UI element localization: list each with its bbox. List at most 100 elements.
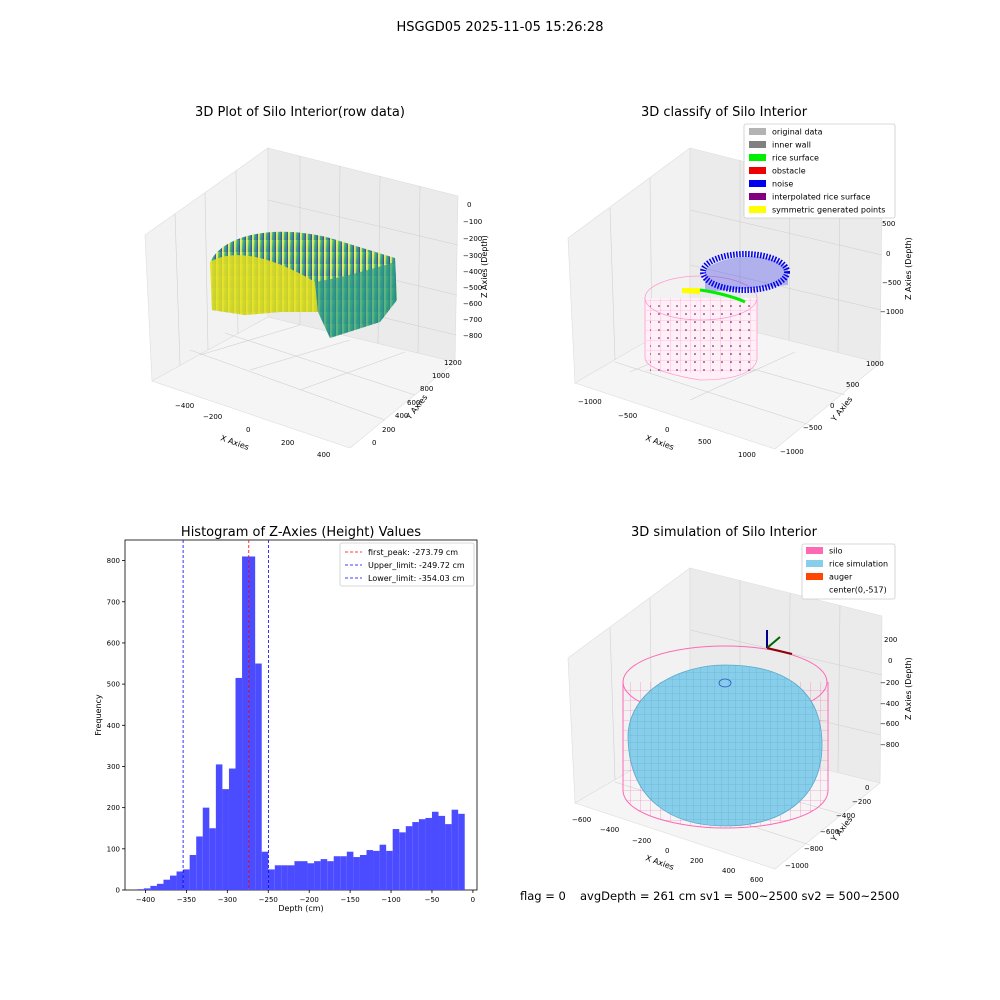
histogram-bar-7 — [183, 869, 190, 890]
histogram-bar-6 — [176, 871, 184, 890]
raw-ytick-1: 200 — [382, 426, 395, 434]
raw-ytick-2: 400 — [395, 412, 408, 420]
raw-ztick-7: −700 — [463, 316, 482, 324]
classify-legend: original data inner wall rice surface obsta… — [743, 123, 896, 219]
classify-legend-swatch-6 — [749, 206, 766, 213]
histogram-bar-28 — [320, 859, 328, 890]
classify-ytick-2: 0 — [830, 402, 834, 410]
simulation-legend-swatch-2 — [806, 573, 823, 580]
raw-xtick-2: 0 — [246, 426, 250, 434]
histogram-ytick-label-0: 0 — [116, 887, 120, 895]
histogram-ytick-label-4: 400 — [107, 722, 120, 730]
histogram-xtick-label-8: 0 — [471, 896, 475, 904]
histogram-bar-31 — [340, 856, 347, 890]
histogram-legend-label-upper_limit: Upper_limit: -249.72 cm — [368, 561, 465, 570]
classify-legend-label-5: interpolated rice surface — [772, 193, 870, 202]
histogram-bar-47 — [445, 824, 452, 890]
histogram-bar-18 — [255, 663, 262, 890]
histogram-yticks: 0 100 200 300 400 500 600 700 800 — [107, 557, 125, 895]
flag-text: flag = 0 — [520, 889, 566, 903]
simulation-legend-swatch-1 — [806, 560, 823, 567]
histogram-title: Histogram of Z-Axies (Height) Values — [181, 525, 421, 540]
simulation-xtick-5: 400 — [722, 867, 735, 875]
histogram-bar-9 — [196, 836, 203, 890]
histogram-legend-label-first_peak: first_peak: -273.79 cm — [368, 548, 458, 557]
raw-ztick-0: 0 — [467, 201, 471, 209]
histogram-bar-19 — [261, 851, 269, 890]
simulation-ztick-0: 200 — [884, 636, 897, 644]
classify-3d-panel: 3D classify of Silo Interior original da… — [567, 105, 913, 459]
raw-ztick-8: −800 — [463, 332, 482, 340]
histogram-ytick-label-3: 300 — [107, 763, 120, 771]
figure-title: HSGGD05 2025-11-05 15:26:28 — [397, 20, 604, 35]
classify-ytick-1: −500 — [803, 424, 822, 432]
raw-3d-panel: 3D Plot of Silo Interior(row data) −400 … — [144, 105, 489, 459]
histogram-ytick-label-5: 500 — [107, 681, 120, 689]
raw-xtick-1: −200 — [203, 413, 222, 421]
histogram-bar-0 — [137, 889, 144, 890]
simulation-xlabel: X Axies — [644, 853, 675, 872]
raw-xtick-4: 400 — [317, 451, 330, 459]
histogram-xtick-label-0: −400 — [136, 896, 155, 904]
histogram-bar-44 — [425, 817, 432, 890]
histogram-bar-3 — [156, 883, 164, 890]
simulation-xtick-3: 0 — [665, 847, 669, 855]
simulation-ztick-3: −400 — [880, 700, 899, 708]
histogram-legend: first_peak: -273.79 cm Upper_limit: -249.… — [339, 542, 475, 587]
simulation-xtick-0: −600 — [572, 816, 591, 824]
histogram-bar-39 — [392, 829, 400, 890]
classify-ytick-3: 500 — [846, 381, 859, 389]
histogram-bar-36 — [373, 850, 380, 890]
classify-panel-title: 3D classify of Silo Interior — [641, 105, 808, 120]
classify-xtick-2: 0 — [665, 426, 669, 434]
classify-xtick-4: 1000 — [738, 451, 756, 459]
histogram-bar-21 — [274, 865, 282, 890]
histogram-xtick-label-6: −100 — [381, 896, 400, 904]
simulation-ytick-4: −800 — [804, 845, 823, 853]
histogram-xtick-label-7: −50 — [425, 896, 440, 904]
simulation-xtick-2: −200 — [632, 837, 651, 845]
histogram-bar-2 — [150, 885, 157, 890]
histogram-ytick-label-6: 600 — [107, 639, 120, 647]
raw-ytick-6: 1200 — [444, 359, 462, 367]
histogram-bar-43 — [418, 819, 426, 890]
avg-depth-text: avgDepth = 261 cm sv1 = 500~2500 sv2 = 5… — [580, 889, 899, 903]
histogram-xtick-label-4: −200 — [300, 896, 319, 904]
histogram-bar-14 — [228, 768, 236, 890]
histogram-bar-32 — [346, 851, 354, 890]
histogram-bar-13 — [222, 789, 229, 890]
histogram-bar-25 — [301, 861, 308, 890]
histogram-bar-20 — [268, 869, 275, 890]
histogram-bar-17 — [248, 556, 256, 890]
histogram-xticks: −400 −350 −300 −250 −200 −150 −100 −50 0 — [136, 890, 475, 904]
classify-ztick-1: 0 — [886, 250, 890, 258]
raw-ztick-2: −200 — [463, 235, 482, 243]
classify-point-cloud — [644, 251, 790, 381]
simulation-3d-panel: 3D simulation of Silo Interior silo rice … — [567, 525, 913, 884]
classify-legend-label-1: inner wall — [772, 141, 811, 150]
classify-ytick-0: −1000 — [780, 448, 804, 456]
histogram-bar-1 — [143, 888, 151, 890]
classify-xtick-0: −1000 — [578, 398, 602, 406]
histogram-ytick-label-7: 700 — [107, 598, 120, 606]
simulation-xtick-6: 600 — [750, 876, 763, 884]
simulation-silo-and-rice — [622, 630, 829, 829]
classify-xtick-1: −500 — [618, 412, 637, 420]
histogram-bar-23 — [287, 865, 295, 890]
classify-ztick-3: −1000 — [880, 308, 904, 316]
histogram-bar-16 — [242, 556, 249, 890]
histogram-xtick-label-5: −150 — [340, 896, 359, 904]
raw-ztick-3: −300 — [463, 252, 482, 260]
classify-ztick-0: 500 — [882, 220, 895, 228]
histogram-xtick-label-1: −350 — [177, 896, 196, 904]
histogram-legend-label-lower_limit: Lower_limit: -354.03 cm — [368, 574, 465, 583]
simulation-ytick-2: −400 — [836, 812, 855, 820]
raw-ytick-3: 600 — [407, 399, 420, 407]
simulation-legend-label-3: center(0,-517) — [829, 586, 887, 595]
classify-xlabel: X Axies — [644, 433, 675, 452]
histogram-ytick-label-8: 800 — [107, 557, 120, 565]
classify-ztick-2: −500 — [882, 279, 901, 287]
histogram-bar-27 — [314, 861, 321, 890]
histogram-ytick-label-1: 100 — [107, 845, 120, 853]
